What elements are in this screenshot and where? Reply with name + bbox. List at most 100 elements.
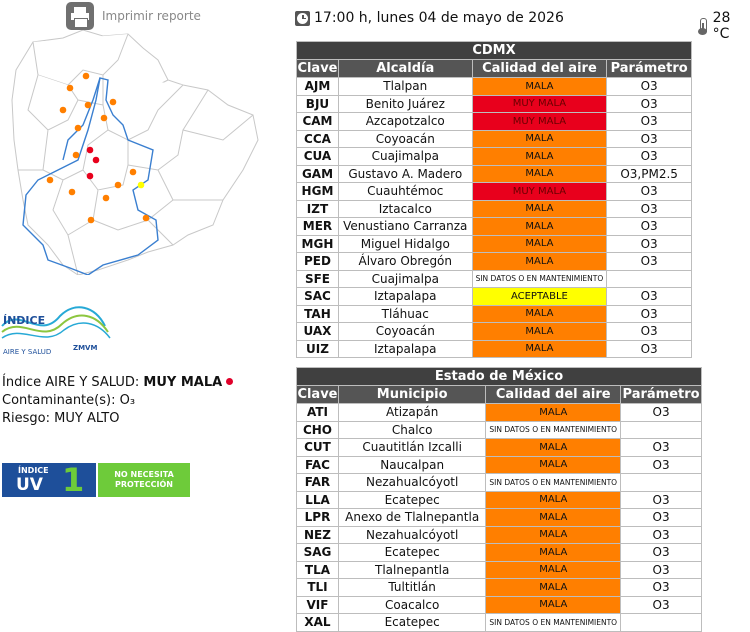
air-quality-cell: MALA (471, 147, 608, 166)
air-quality-cell: MALA (485, 578, 622, 597)
station-code-cell: HGM (296, 182, 339, 201)
location-name-cell: Iztapalapa (337, 339, 473, 358)
location-name-cell: Cuajimalpa (337, 147, 473, 166)
parameter-cell: O3 (620, 543, 702, 562)
station-code-cell: UAX (296, 322, 339, 341)
location-name-cell: Ecatepec (337, 613, 487, 632)
location-name-cell: Miguel Hidalgo (337, 234, 473, 253)
station-code-cell: SFE (296, 269, 339, 288)
air-quality-cell: MALA (471, 129, 608, 148)
station-code-cell: NEZ (296, 525, 339, 544)
riesgo-line: Riesgo: MUY ALTO (2, 410, 233, 428)
air-quality-cell: SIN DATOS O EN MANTENIMIENTO (485, 420, 622, 439)
station-marker (74, 124, 82, 132)
print-report-label: Imprimir reporte (102, 9, 201, 23)
col-header-alcaldia: Alcaldía (337, 59, 473, 78)
parameter-cell: O3 (606, 339, 692, 358)
station-code-cell: ATI (296, 403, 339, 422)
cdmx-table-title: CDMX (296, 41, 692, 60)
parameter-cell (620, 420, 702, 439)
station-marker (46, 176, 54, 184)
location-name-cell: Álvaro Obregón (337, 252, 473, 271)
table-row: CAM Azcapotzalco MUY MALA O3 (296, 112, 692, 131)
location-name-cell: Tlalpan (337, 77, 473, 96)
air-quality-cell: MALA (485, 490, 622, 509)
parameter-cell: O3 (620, 525, 702, 544)
logo-text-indice: ÍNDICE (3, 314, 45, 327)
edomex-table-title: Estado de México (296, 367, 702, 386)
air-quality-cell: MALA (471, 217, 608, 236)
parameter-cell: O3 (606, 234, 692, 253)
station-marker (84, 101, 92, 109)
riesgo-label: Riesgo: (2, 411, 51, 426)
location-name-cell: Gustavo A. Madero (337, 164, 473, 183)
col-header-municipio: Municipio (337, 385, 487, 404)
air-quality-cell: SIN DATOS O EN MANTENIMIENTO (485, 613, 622, 632)
table-row: TLA Tlalnepantla MALA O3 (296, 560, 702, 579)
contaminante-value: O₃ (119, 393, 136, 408)
station-code-cell: GAM (296, 164, 339, 183)
station-markers (46, 72, 150, 224)
parameter-cell: O3 (606, 287, 692, 306)
air-quality-cell: MALA (471, 304, 608, 323)
station-marker (66, 84, 74, 92)
table-row: UIZ Iztapalapa MALA O3 (296, 339, 692, 358)
table-row: CHO Chalco SIN DATOS O EN MANTENIMIENTO (296, 420, 702, 439)
col-header-clave: Clave (296, 59, 339, 78)
station-code-cell: TLA (296, 560, 339, 579)
parameter-cell: O3 (606, 199, 692, 218)
print-report-button[interactable]: Imprimir reporte (66, 2, 201, 30)
air-quality-cell: MUY MALA (471, 94, 608, 113)
location-name-cell: Coyoacán (337, 129, 473, 148)
location-name-cell: Ecatepec (337, 543, 487, 562)
table-row: BJU Benito Juárez MUY MALA O3 (296, 94, 692, 113)
table-row: LLA Ecatepec MALA O3 (296, 490, 702, 509)
station-marker (137, 181, 145, 189)
air-quality-cell: SIN DATOS O EN MANTENIMIENTO (471, 269, 608, 288)
air-quality-cell: SIN DATOS O EN MANTENIMIENTO (485, 473, 622, 492)
parameter-cell (620, 613, 702, 632)
temperature-text: 28 °C (712, 10, 731, 42)
air-quality-cell: MUY MALA (471, 112, 608, 131)
location-name-cell: Anexo de Tlalnepantla (337, 508, 487, 527)
printer-icon (66, 2, 94, 30)
parameter-cell: O3 (606, 217, 692, 236)
station-marker (82, 72, 90, 80)
location-name-cell: Coacalco (337, 595, 487, 614)
uv-big-label: UV (16, 475, 43, 495)
table-row: FAC Naucalpan MALA O3 (296, 455, 702, 474)
table-row: MER Venustiano Carranza MALA O3 (296, 217, 692, 236)
location-name-cell: Cuajimalpa (337, 269, 473, 288)
parameter-cell: O3 (606, 304, 692, 323)
stations-map[interactable] (8, 30, 263, 275)
station-marker (129, 168, 137, 176)
station-code-cell: VIF (296, 595, 339, 614)
station-code-cell: IZT (296, 199, 339, 218)
station-code-cell: MER (296, 217, 339, 236)
col-header-clave: Clave (296, 385, 339, 404)
location-name-cell: Benito Juárez (337, 94, 473, 113)
location-name-cell: Azcapotzalco (337, 112, 473, 131)
parameter-cell: O3 (606, 77, 692, 96)
table-row: ATI Atizapán MALA O3 (296, 403, 702, 422)
station-code-cell: CAM (296, 112, 339, 131)
col-header-calidad: Calidad del aire (485, 385, 622, 404)
contaminante-label: Contaminante(s): (2, 393, 116, 408)
parameter-cell: O3 (620, 560, 702, 579)
station-code-cell: SAG (296, 543, 339, 562)
parameter-cell: O3 (606, 94, 692, 113)
uv-small-label: ÍNDICE (18, 466, 49, 475)
table-row: HGM Cuauhtémoc MUY MALA O3 (296, 182, 692, 201)
station-code-cell: FAC (296, 455, 339, 474)
parameter-cell: O3 (620, 578, 702, 597)
station-marker (92, 156, 100, 164)
uv-protection-text: NO NECESITA PROTECCIÓN (114, 470, 174, 489)
air-quality-cell: MALA (471, 322, 608, 341)
station-marker (72, 151, 80, 159)
station-code-cell: XAL (296, 613, 339, 632)
station-code-cell: MGH (296, 234, 339, 253)
location-name-cell: Chalco (337, 420, 487, 439)
air-quality-cell: MALA (471, 199, 608, 218)
indice-value: MUY MALA (143, 375, 223, 390)
parameter-cell: O3 (606, 112, 692, 131)
